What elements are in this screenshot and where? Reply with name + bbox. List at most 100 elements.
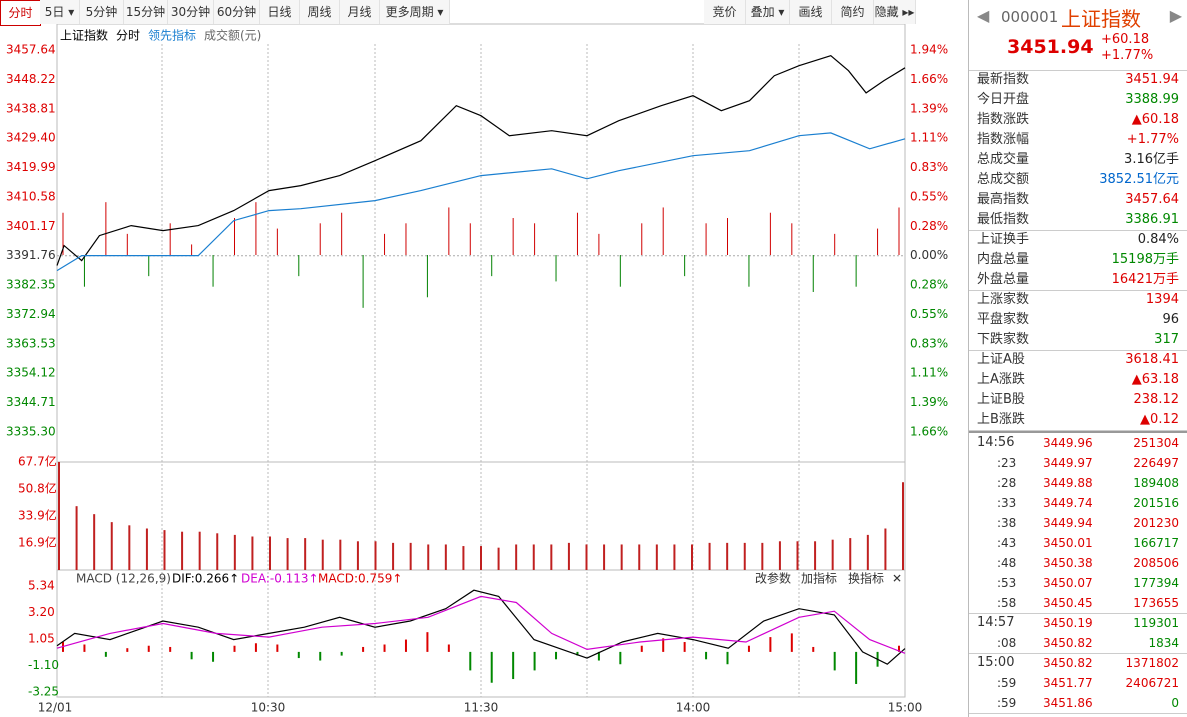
quote-row: 上B涨跌 ▲0.12 xyxy=(969,410,1183,430)
tick-price: 3449.74 xyxy=(1043,496,1093,510)
sep xyxy=(969,613,1187,614)
tick-price: 3451.86 xyxy=(1043,696,1093,710)
quote-row: 上涨家数 1394 xyxy=(969,290,1183,310)
quote-label: 最高指数 xyxy=(977,192,1030,207)
arrow-right[interactable]: ▶ xyxy=(1169,6,1182,25)
tick-price: 3449.88 xyxy=(1043,476,1093,490)
x-label: 10:30 xyxy=(251,701,286,715)
tick-time: 15:00 xyxy=(977,655,1015,670)
quote-row: 上证A股 3618.41 xyxy=(969,350,1183,370)
tick-vol: 251304 xyxy=(1133,436,1179,450)
tick-row: :48 3450.38 208506 xyxy=(969,553,1183,573)
arrow-left[interactable]: ◀ xyxy=(977,6,990,25)
sep xyxy=(969,70,1187,71)
tick-row: :33 3449.74 201516 xyxy=(969,493,1183,513)
quote-value: ▲0.12 xyxy=(1140,412,1179,427)
quote-value: ▲63.18 xyxy=(1131,372,1179,387)
tick-time: :59 xyxy=(997,696,1017,710)
quote-row: 上A涨跌 ▲63.18 xyxy=(969,370,1183,390)
change: +60.18 xyxy=(1101,32,1150,47)
quote-label: 上B涨跌 xyxy=(977,412,1025,427)
y-label-left: 3438.81 xyxy=(6,101,56,115)
vol-label: 50.8亿 xyxy=(18,481,57,496)
tick-vol: 1371802 xyxy=(1125,656,1179,670)
tick-time: :08 xyxy=(997,636,1017,650)
quote-label: 指数涨跌 xyxy=(977,112,1030,127)
code: 000001 xyxy=(1001,8,1059,26)
macd-label: -3.25 xyxy=(28,685,59,699)
y-label-left: 3391.76 xyxy=(6,248,56,262)
tick-price: 3450.82 xyxy=(1043,636,1093,650)
y-label-right: 0.83% xyxy=(910,336,948,350)
quote-row: 内盘总量 15198万手 xyxy=(969,250,1183,270)
tab[interactable]: 分时 xyxy=(0,0,41,26)
quote-value: +1.77% xyxy=(1126,132,1179,147)
macd-label: -1.10 xyxy=(28,658,59,672)
quote-row: 最新指数 3451.94 xyxy=(969,70,1183,90)
tool[interactable]: 竞价 xyxy=(704,0,746,24)
tab[interactable]: 月线 xyxy=(340,0,380,24)
quote-label: 下跌家数 xyxy=(977,332,1030,347)
quote-row: 外盘总量 16421万手 xyxy=(969,270,1183,290)
tick-row: :43 3450.01 166717 xyxy=(969,533,1183,553)
tab[interactable]: 5分钟 xyxy=(80,0,124,24)
tick-vol: 201230 xyxy=(1133,516,1179,530)
quote-row: 上证B股 238.12 xyxy=(969,390,1183,410)
tick-price: 3450.01 xyxy=(1043,536,1093,550)
legend-item: 成交额(元) xyxy=(204,28,261,43)
quote-row: 指数涨幅 +1.77% xyxy=(969,130,1183,150)
quote-label: 上涨家数 xyxy=(977,292,1030,307)
y-label-left: 3335.30 xyxy=(6,425,56,439)
tick-row: 14:56 3449.96 251304 xyxy=(969,433,1183,453)
quote-value: 3457.64 xyxy=(1125,192,1179,207)
quote-value: 238.12 xyxy=(1133,392,1180,407)
tab[interactable]: 60分钟 xyxy=(214,0,260,24)
quote-label: 上证A股 xyxy=(977,352,1025,367)
y-label-left: 3354.12 xyxy=(6,366,56,380)
tick-row: :28 3449.88 189408 xyxy=(969,473,1183,493)
sep xyxy=(969,290,1187,291)
tool[interactable]: 简约 xyxy=(832,0,874,24)
macd-header: DIF:0.266↑ xyxy=(172,572,239,586)
tab[interactable]: 更多周期 ▾ xyxy=(380,0,450,24)
tool[interactable]: 隐藏 ▸▸ xyxy=(874,0,916,24)
tick-time: :23 xyxy=(997,456,1017,470)
tick-price: 3451.77 xyxy=(1043,676,1093,690)
y-label-left: 3429.40 xyxy=(6,131,56,145)
tick-vol: 226497 xyxy=(1133,456,1179,470)
quote-label: 最低指数 xyxy=(977,212,1030,227)
tab[interactable]: 30分钟 xyxy=(168,0,214,24)
chart-area: 上证指数 分时 领先指标 成交额(元) 3457.64 1.94% 3448.22 1.66%… xyxy=(6,23,948,715)
tick-vol: 119301 xyxy=(1133,616,1179,630)
x-label: 15:00 xyxy=(888,701,923,715)
tool[interactable]: 叠加 ▾ xyxy=(746,0,790,24)
tab[interactable]: 周线 xyxy=(300,0,340,24)
macd-header: MACD:0.759↑ xyxy=(318,572,402,586)
quote-row: 总成交额 3852.51亿元 xyxy=(969,170,1183,190)
quote-value: ▲60.18 xyxy=(1131,112,1179,127)
tool[interactable]: 画线 xyxy=(790,0,832,24)
quote-label: 平盘家数 xyxy=(977,312,1030,327)
tick-price: 3450.82 xyxy=(1043,656,1093,670)
quote-value: 1394 xyxy=(1145,292,1179,307)
tab[interactable]: 15分钟 xyxy=(124,0,168,24)
y-label-right: 0.28% xyxy=(910,278,948,292)
tab[interactable]: 5日 ▾ xyxy=(40,0,80,24)
tick-price: 3449.96 xyxy=(1043,436,1093,450)
sep xyxy=(969,713,1187,714)
vol-label: 33.9亿 xyxy=(18,508,57,523)
tick-time: :58 xyxy=(997,596,1017,610)
y-label-left: 3419.99 xyxy=(6,160,56,174)
quote-value: 3852.51亿元 xyxy=(1099,172,1179,187)
tick-time: :38 xyxy=(997,516,1017,530)
y-label-left: 3363.53 xyxy=(6,336,56,350)
line xyxy=(56,595,906,654)
quote-label: 上A涨跌 xyxy=(977,372,1025,387)
tick-row: 14:57 3450.19 119301 xyxy=(969,613,1183,633)
tick-row: :23 3449.97 226497 xyxy=(969,453,1183,473)
tab[interactable]: 日线 xyxy=(260,0,300,24)
tick-vol: 173655 xyxy=(1133,596,1179,610)
y-label-left: 3401.17 xyxy=(6,219,56,233)
tick-price: 3449.94 xyxy=(1043,516,1093,530)
pct: +1.77% xyxy=(1101,48,1154,63)
